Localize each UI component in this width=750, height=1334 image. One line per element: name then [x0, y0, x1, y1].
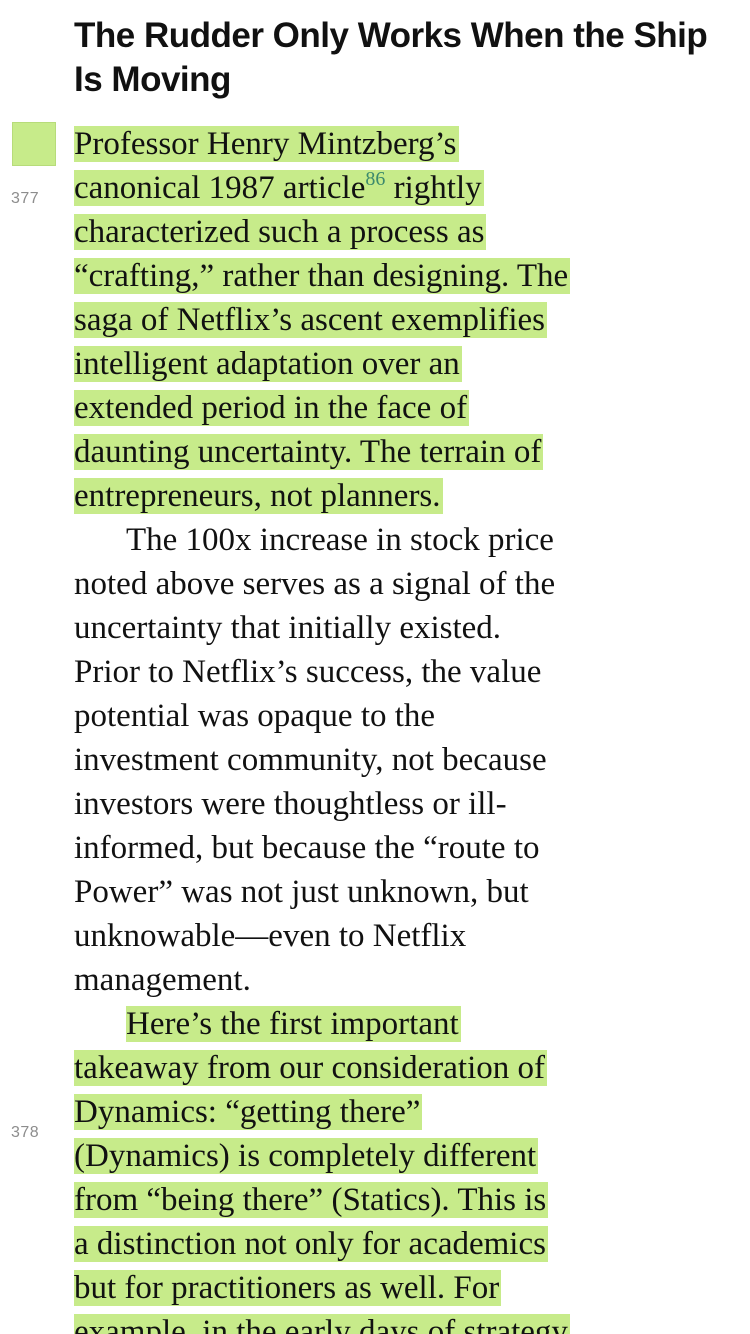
text-line: saga of Netflix’s ascent exemplifies: [74, 302, 548, 338]
text-line: but for practitioners as well. For: [74, 1270, 502, 1306]
text-line: Here’s the first important: [126, 1006, 461, 1042]
text-line: Prior to Netflix’s success, the value: [74, 654, 542, 690]
text-line: (Dynamics) is completely different: [74, 1138, 539, 1174]
text-line: characterized such a process as: [74, 214, 487, 250]
text-line: from “being there” (Statics). This is: [74, 1182, 549, 1218]
text-line: intelligent adaptation over an: [74, 346, 462, 382]
text-line: The 100x increase in stock price: [126, 522, 554, 558]
text-line: example, in the early days of strategy: [74, 1314, 570, 1334]
footnote-reference[interactable]: 86: [365, 168, 386, 190]
page-number: 378: [11, 1124, 40, 1141]
text-fragment: rightly: [385, 170, 482, 206]
text-line: informed, but because the “route to: [74, 830, 540, 866]
text-line: noted above serves as a signal of the: [74, 566, 556, 602]
text-line: extended period in the face of: [74, 390, 470, 426]
text-line: unknowable—even to Netflix: [74, 918, 467, 954]
text-line: takeaway from our consideration of: [74, 1050, 547, 1086]
text-line: canonical 1987 article86 rightly: [74, 168, 484, 206]
text-line: investors were thoughtless or ill-: [74, 786, 507, 822]
text-line: daunting uncertainty. The terrain of: [74, 434, 544, 470]
page-number: 377: [11, 190, 40, 207]
highlight-color-swatch[interactable]: [12, 122, 56, 166]
text-line: Power” was not just unknown, but: [74, 874, 529, 910]
text-line: Dynamics: “getting there”: [74, 1094, 423, 1130]
paragraph: The 100x increase in stock price noted a…: [74, 518, 694, 1002]
text-line: potential was opaque to the: [74, 698, 436, 734]
text-line: a distinction not only for academics: [74, 1226, 548, 1262]
text-line: Professor Henry Mintzberg’s: [74, 126, 459, 162]
text-line: investment community, not because: [74, 742, 547, 778]
text-line: “crafting,” rather than designing. The: [74, 258, 571, 294]
highlighted-paragraph[interactable]: Professor Henry Mintzberg’s canonical 19…: [74, 122, 694, 518]
reader-body: Professor Henry Mintzberg’s canonical 19…: [74, 122, 694, 1334]
text-line: management.: [74, 962, 251, 998]
section-heading: The Rudder Only Works When the Ship Is M…: [74, 16, 708, 99]
highlighted-paragraph[interactable]: Here’s the first important takeaway from…: [74, 1002, 694, 1334]
text-line: entrepreneurs, not planners.: [74, 478, 443, 514]
text-line: uncertainty that initially existed.: [74, 610, 502, 646]
text-fragment: canonical 1987 article: [74, 170, 366, 206]
